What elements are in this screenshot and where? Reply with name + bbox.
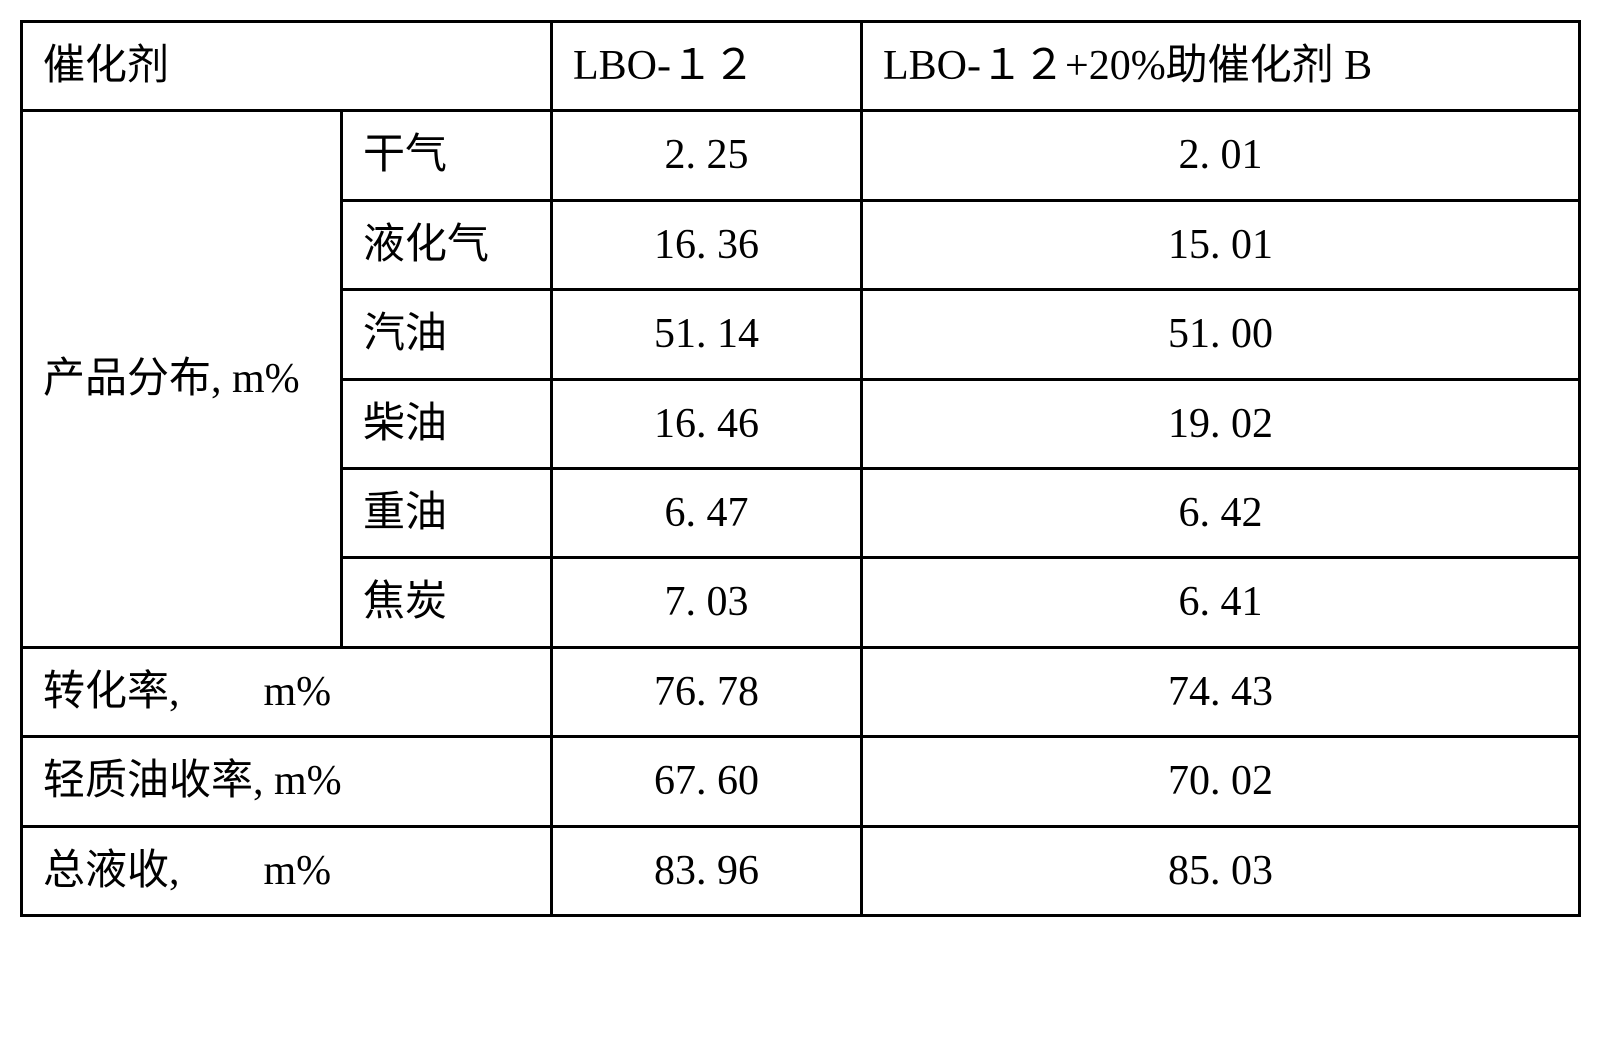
table-row: 转化率, m% 76. 78 74. 43 xyxy=(22,647,1580,736)
row-value-cell: 51. 00 xyxy=(862,290,1580,379)
catalyst-comparison-table: 催化剂 LBO-１２ LBO-１２+20%助催化剂 B 产品分布, m% 干气 … xyxy=(20,20,1581,917)
table-header-row: 催化剂 LBO-１２ LBO-１２+20%助催化剂 B xyxy=(22,22,1580,111)
row-value-cell: 19. 02 xyxy=(862,379,1580,468)
table-row: 轻质油收率, m% 67. 60 70. 02 xyxy=(22,737,1580,826)
row-value-cell: 67. 60 xyxy=(552,737,862,826)
row-value-cell: 6. 47 xyxy=(552,468,862,557)
product-distribution-group-cell: 产品分布, m% xyxy=(22,111,342,647)
row-value-cell: 16. 36 xyxy=(552,200,862,289)
table-row: 总液收, m% 83. 96 85. 03 xyxy=(22,826,1580,915)
row-label-cell: 汽油 xyxy=(342,290,552,379)
row-value-cell: 51. 14 xyxy=(552,290,862,379)
header-col1-cell: LBO-１２ xyxy=(552,22,862,111)
summary-label-cell: 轻质油收率, m% xyxy=(22,737,552,826)
table-row: 产品分布, m% 干气 2. 25 2. 01 xyxy=(22,111,1580,200)
header-label-cell: 催化剂 xyxy=(22,22,552,111)
row-value-cell: 85. 03 xyxy=(862,826,1580,915)
row-value-cell: 16. 46 xyxy=(552,379,862,468)
row-label-cell: 液化气 xyxy=(342,200,552,289)
row-value-cell: 7. 03 xyxy=(552,558,862,647)
summary-label-cell: 总液收, m% xyxy=(22,826,552,915)
header-col2-cell: LBO-１２+20%助催化剂 B xyxy=(862,22,1580,111)
row-value-cell: 6. 42 xyxy=(862,468,1580,557)
row-value-cell: 70. 02 xyxy=(862,737,1580,826)
row-label-cell: 柴油 xyxy=(342,379,552,468)
row-label-cell: 干气 xyxy=(342,111,552,200)
row-value-cell: 6. 41 xyxy=(862,558,1580,647)
row-value-cell: 15. 01 xyxy=(862,200,1580,289)
row-label-cell: 焦炭 xyxy=(342,558,552,647)
row-value-cell: 74. 43 xyxy=(862,647,1580,736)
row-value-cell: 2. 01 xyxy=(862,111,1580,200)
row-label-cell: 重油 xyxy=(342,468,552,557)
row-value-cell: 2. 25 xyxy=(552,111,862,200)
row-value-cell: 83. 96 xyxy=(552,826,862,915)
row-value-cell: 76. 78 xyxy=(552,647,862,736)
summary-label-cell: 转化率, m% xyxy=(22,647,552,736)
